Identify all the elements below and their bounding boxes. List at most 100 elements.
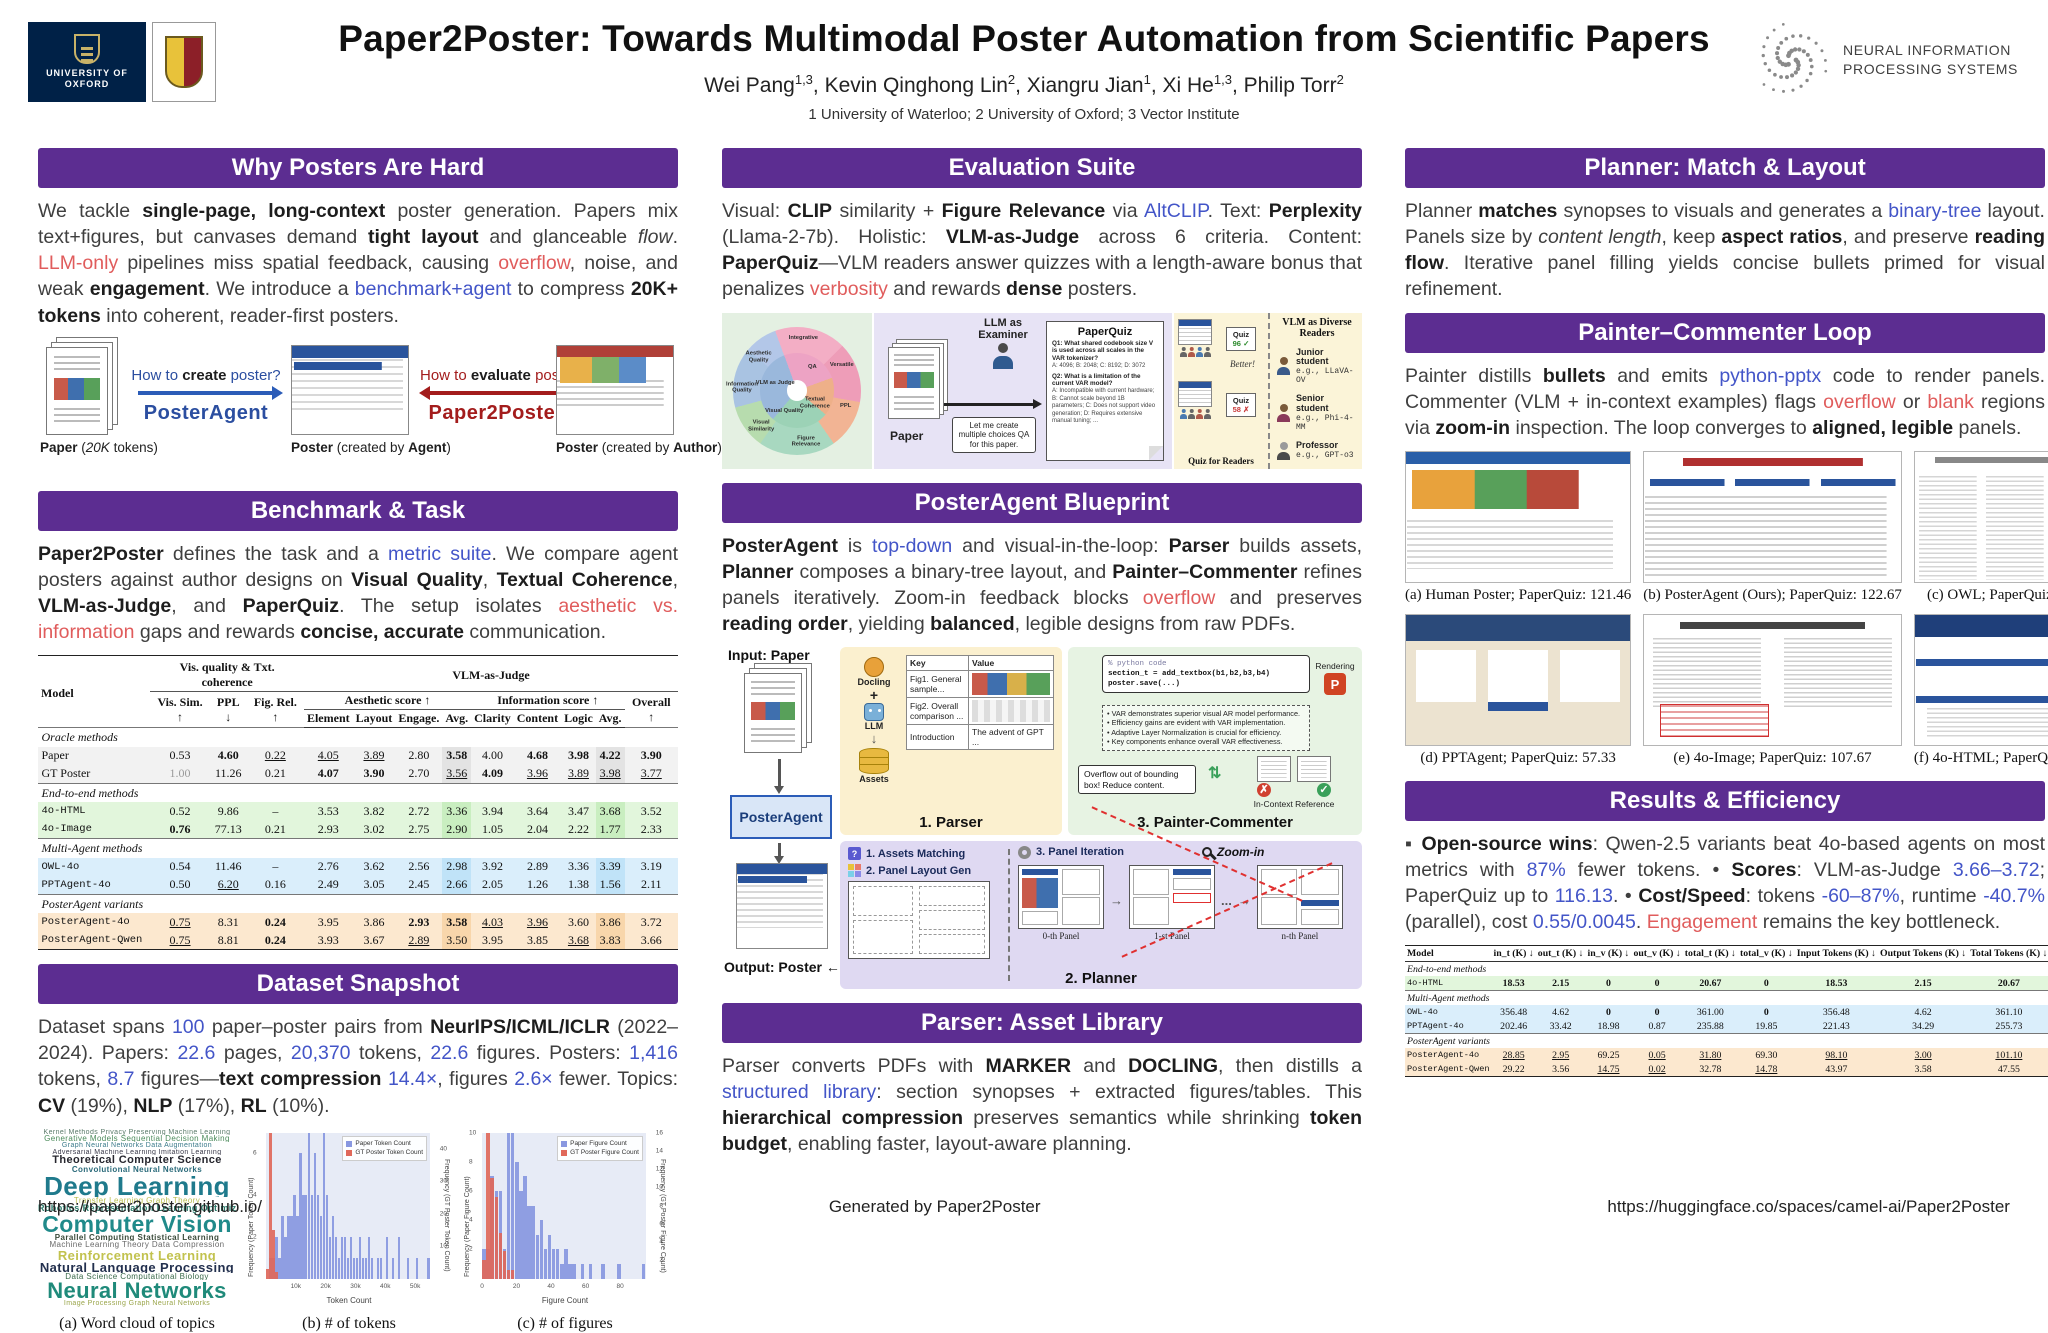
poster-header: UNIVERSITY OF OXFORD Paper2Poster: Towar… bbox=[0, 0, 2048, 142]
poster-thumbnail bbox=[1643, 613, 1902, 746]
poster-thumbnail-cell: (d) PPTAgent; PaperQuiz: 57.33 bbox=[1405, 613, 1632, 767]
poster-caption: (c) OWL; PaperQuiz: 120.67 bbox=[1926, 586, 2048, 603]
section-header-blueprint: PosterAgent Blueprint bbox=[722, 482, 1362, 523]
wordcloud: Kernel Methods Privacy Preserving Machin… bbox=[38, 1129, 236, 1307]
wordcloud-word: Data Science Computational Biology bbox=[65, 1272, 209, 1280]
project-url-link[interactable]: https://paper2poster.github.io/ bbox=[38, 1197, 262, 1216]
affiliation-logos: UNIVERSITY OF OXFORD bbox=[28, 22, 216, 102]
author-poster-thumbnail: Poster (created by Author) bbox=[556, 344, 722, 455]
dataset-body: Dataset spans 100 paper–poster pairs fro… bbox=[38, 1016, 679, 1117]
thumbs-down-icon: ✗ bbox=[1243, 404, 1250, 414]
down-arrow-icon: ↓ bbox=[870, 731, 878, 746]
table-row: PPTAgent-4o 0.50 6.20 0.16 2.49 3.05 2.45 2.66 2… bbox=[38, 875, 678, 895]
wordcloud-word: Adversarial Machine Learning Imitation L… bbox=[52, 1148, 222, 1156]
zoom-in-label: Zoom-in bbox=[1217, 845, 1265, 859]
left-column: Why Posters Are Hard We tackle single-pa… bbox=[38, 148, 722, 1333]
poster-footer: https://paper2poster.github.io/ Generate… bbox=[38, 1197, 2010, 1217]
quiz-q1: Q1: What shared codebook size V is used … bbox=[1052, 339, 1154, 363]
right-column: Planner: Match & Layout Planner matches … bbox=[1405, 148, 2048, 1078]
output-poster-thumbnail bbox=[736, 863, 828, 949]
wordcloud-word: Reinforcement Learning bbox=[57, 1248, 217, 1261]
quiz-score-good: Quiz 96 ✓ bbox=[1226, 326, 1256, 351]
wheel-label: Information Quality bbox=[726, 381, 758, 394]
section-header-why: Why Posters Are Hard bbox=[38, 148, 678, 188]
figure-asset-thumb bbox=[972, 673, 1050, 695]
generated-by-label: Generated by Paper2Poster bbox=[828, 1197, 1041, 1216]
painter-title: 3. Painter-Commenter bbox=[1137, 814, 1293, 831]
paper-caption: Paper (20K tokens) bbox=[40, 439, 158, 455]
wordcloud-word: Robotics Representation Learning Optimiz… bbox=[38, 1204, 236, 1213]
wheel-label: PPL bbox=[839, 402, 852, 409]
examiner-label: LLM as Examiner bbox=[978, 316, 1028, 341]
table-row: GT Poster 1.00 11.26 0.21 4.07 3.90 2.70 3.56 4.… bbox=[38, 764, 678, 784]
table-row: PosterAgent-4o 28.85 2.95 69.25 0.05 31.80 69.… bbox=[1405, 1048, 2048, 1063]
oxford-crest-icon bbox=[74, 33, 100, 64]
table-row: 4o-Image 0.76 77.13 0.21 2.93 3.02 2.75 2.90 1.0… bbox=[38, 820, 678, 839]
poster-thumbnail bbox=[1643, 450, 1902, 583]
llm-icon bbox=[864, 703, 884, 721]
dataset-figures: Kernel Methods Privacy Preserving Machin… bbox=[38, 1129, 678, 1333]
parser-body: Parser converts PDFs with MARKER and DOC… bbox=[722, 1055, 1362, 1156]
examiner-arrow-icon bbox=[944, 398, 1042, 409]
input-paper-stack bbox=[744, 673, 802, 753]
poster-thumbnail-cell: (f) 4o-HTML; PaperQuiz: 116.02 bbox=[1913, 613, 2048, 767]
poster-thumbnail-cell: (c) OWL; PaperQuiz: 120.67 bbox=[1913, 450, 2048, 604]
teacher-icon bbox=[990, 343, 1016, 369]
quiz-q2-options: A: Incompatible with current hardware; B… bbox=[1052, 388, 1156, 425]
powerpoint-icon: P bbox=[1324, 673, 1346, 695]
quiz-score-bad: Quiz 58 ✗ bbox=[1226, 392, 1256, 417]
planner-title: 2. Planner bbox=[1065, 970, 1137, 987]
poster-caption: (d) PPTAgent; PaperQuiz: 57.33 bbox=[1420, 749, 1616, 766]
examiner-speech-bubble: Let me create multiple choices QA for th… bbox=[952, 416, 1036, 454]
docling-icon bbox=[864, 657, 884, 677]
posteragent-label: PosterAgent bbox=[143, 401, 269, 424]
professor-icon bbox=[1276, 442, 1291, 460]
output-poster-label: Output: Poster ← bbox=[724, 959, 840, 975]
better-label: Better! bbox=[1230, 358, 1255, 369]
table-row: PosterAgent-Qwen 0.75 8.81 0.24 3.93 3.67 2.89… bbox=[38, 931, 678, 951]
paper2poster-label: Paper2Poster bbox=[428, 401, 564, 424]
reference-doc-icon bbox=[1257, 756, 1291, 782]
python-code-box: % python code section_t = add_textbox(b1… bbox=[1102, 655, 1310, 694]
section-header-parser: Parser: Asset Library bbox=[722, 1003, 1362, 1043]
benchmark-body: Paper2Poster defines the task and a metr… bbox=[38, 542, 679, 643]
poster-thumbnail bbox=[1405, 613, 1632, 746]
create-arrow: How to create poster? PosterAgent bbox=[130, 367, 283, 425]
oxford-logo-line1: UNIVERSITY OF bbox=[46, 67, 128, 78]
thumbs-up-icon: ✓ bbox=[1243, 338, 1250, 348]
planner-divider bbox=[1008, 849, 1010, 981]
posteragent-box: PosterAgent bbox=[730, 795, 832, 839]
wordcloud-word: Graph Neural Networks Data Augmentation bbox=[61, 1142, 213, 1149]
why-body: We tackle single-page, long-context post… bbox=[38, 200, 678, 327]
metric-wheel-chart: Aesthetic Quality Integrative Versatile PPL… bbox=[726, 326, 861, 455]
figure-hist-figure: Paper Figure Count GT Poster Figure Count… bbox=[462, 1129, 668, 1333]
panel-iteration: 3. Panel Iteration Zoom-in 0-th Panel → bbox=[1018, 845, 1356, 941]
poster-caption: (a) Human Poster; PaperQuiz: 121.46 bbox=[1405, 586, 1632, 603]
huggingface-url-link[interactable]: https://huggingface.co/spaces/camel-ai/P… bbox=[1607, 1197, 2010, 1216]
evaluation-figure: Aesthetic Quality Integrative Versatile PPL… bbox=[722, 312, 1362, 469]
section-header-benchmark: Benchmark & Task bbox=[38, 490, 678, 531]
evaluation-body: Visual: CLIP similarity + Figure Relevan… bbox=[722, 200, 1363, 301]
diverse-readers: VLM as Diverse Readers Junior student e.… bbox=[1270, 313, 1362, 469]
wordcloud-word: Transfer Learning Graph Theory bbox=[73, 1196, 201, 1205]
section-header-evaluation: Evaluation Suite bbox=[722, 148, 1362, 188]
neurips-logo: NEURAL INFORMATION PROCESSING SYSTEMS bbox=[1749, 18, 2018, 102]
section-header-dataset: Dataset Snapshot bbox=[38, 964, 678, 1005]
wordcloud-word: Kernel Methods Privacy Preserving Machin… bbox=[43, 1128, 231, 1136]
junior-student-icon bbox=[1276, 357, 1291, 376]
paper-label: Paper bbox=[890, 428, 924, 443]
neurips-text-line1: NEURAL INFORMATION bbox=[1843, 42, 2011, 59]
wordcloud-word: Neural Networks bbox=[47, 1279, 227, 1301]
layout-quad-icon bbox=[848, 864, 861, 877]
planner-box: ? 1. Assets Matching 2. Panel Layout Gen… bbox=[840, 841, 1362, 989]
poster-thumbnail bbox=[1405, 450, 1632, 583]
poster-caption: (f) 4o-HTML; PaperQuiz: 116.02 bbox=[1913, 749, 2048, 766]
examiner-panel: Paper LLM as Examiner Let me create mult… bbox=[874, 312, 1172, 469]
paper-thumbnail: Paper (20K tokens) bbox=[40, 346, 158, 455]
panel-n: n-th Panel bbox=[1256, 865, 1343, 941]
wordcloud-word: Convolutional Neural Networks bbox=[71, 1165, 203, 1173]
evaluate-arrow-icon bbox=[419, 385, 573, 400]
benchmark-table: Model Vis. quality & Txt. coherence VLM-as… bbox=[38, 655, 678, 951]
readers-crowd-icon bbox=[1180, 347, 1211, 357]
llm-examiner: LLM as Examiner bbox=[966, 317, 1040, 369]
